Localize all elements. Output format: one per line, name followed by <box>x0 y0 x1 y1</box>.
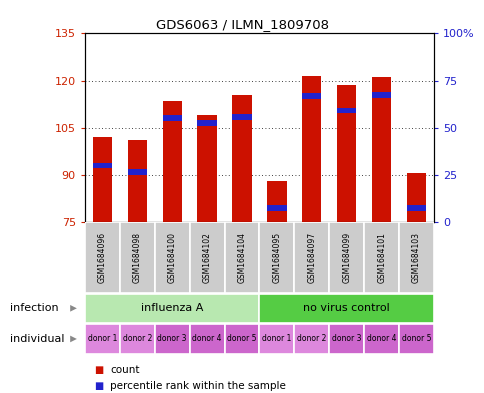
Bar <box>294 324 329 354</box>
Text: GSM1684104: GSM1684104 <box>237 232 246 283</box>
Bar <box>85 324 120 354</box>
Text: GSM1684096: GSM1684096 <box>98 232 106 283</box>
Bar <box>232 95 251 222</box>
Bar <box>371 77 391 222</box>
Bar <box>197 115 216 222</box>
Text: ■: ■ <box>94 365 104 375</box>
Text: donor 3: donor 3 <box>157 334 186 343</box>
Text: influenza A: influenza A <box>141 303 203 313</box>
Text: percentile rank within the sample: percentile rank within the sample <box>110 381 286 391</box>
Text: individual: individual <box>10 334 64 344</box>
Bar <box>189 222 224 293</box>
Bar <box>329 222 363 293</box>
Bar <box>336 85 356 222</box>
Text: donor 1: donor 1 <box>88 334 117 343</box>
Bar <box>162 101 182 222</box>
Bar <box>232 114 251 119</box>
Bar <box>189 324 224 354</box>
Text: donor 4: donor 4 <box>366 334 395 343</box>
Bar <box>162 116 182 121</box>
Bar <box>154 324 189 354</box>
Text: count: count <box>110 365 139 375</box>
Text: donor 2: donor 2 <box>122 334 151 343</box>
Text: donor 4: donor 4 <box>192 334 221 343</box>
Bar <box>267 181 286 222</box>
Text: GSM1684097: GSM1684097 <box>307 232 316 283</box>
Bar <box>85 294 259 323</box>
Bar <box>294 222 329 293</box>
Bar <box>267 205 286 211</box>
Bar <box>336 108 356 113</box>
Text: no virus control: no virus control <box>303 303 389 313</box>
Bar <box>85 222 120 293</box>
Bar <box>398 324 433 354</box>
Bar <box>224 324 259 354</box>
Bar <box>92 137 112 222</box>
Text: GDS6063 / ILMN_1809708: GDS6063 / ILMN_1809708 <box>156 18 328 31</box>
Bar <box>363 222 398 293</box>
Bar <box>302 76 321 222</box>
Text: GSM1684098: GSM1684098 <box>133 232 141 283</box>
Bar <box>398 222 433 293</box>
Text: ■: ■ <box>94 381 104 391</box>
Text: GSM1684099: GSM1684099 <box>342 232 350 283</box>
Bar <box>259 294 433 323</box>
Text: donor 5: donor 5 <box>227 334 256 343</box>
Bar <box>406 173 425 222</box>
Text: donor 1: donor 1 <box>262 334 291 343</box>
Bar <box>363 324 398 354</box>
Bar <box>154 222 189 293</box>
Text: GSM1684100: GSM1684100 <box>167 232 176 283</box>
Text: GSM1684101: GSM1684101 <box>377 232 385 283</box>
Text: donor 2: donor 2 <box>297 334 326 343</box>
Bar <box>127 140 147 222</box>
Bar <box>120 324 154 354</box>
Bar <box>120 222 154 293</box>
Text: donor 3: donor 3 <box>332 334 361 343</box>
Text: donor 5: donor 5 <box>401 334 430 343</box>
Text: GSM1684095: GSM1684095 <box>272 232 281 283</box>
Bar <box>259 324 294 354</box>
Bar <box>302 94 321 99</box>
Bar <box>92 163 112 168</box>
Bar <box>197 120 216 126</box>
Text: infection: infection <box>10 303 58 313</box>
Bar <box>127 169 147 174</box>
Text: GSM1684102: GSM1684102 <box>202 232 211 283</box>
Bar <box>371 92 391 97</box>
Bar <box>406 205 425 211</box>
Bar <box>259 222 294 293</box>
Text: GSM1684103: GSM1684103 <box>411 232 420 283</box>
Bar <box>224 222 259 293</box>
Bar <box>329 324 363 354</box>
